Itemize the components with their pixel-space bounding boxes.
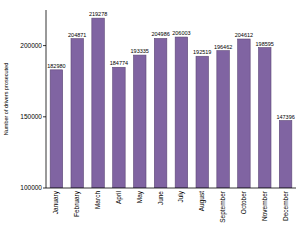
data-label: 147396 bbox=[276, 114, 294, 120]
x-tick-label: September bbox=[219, 190, 227, 223]
bar bbox=[217, 51, 230, 188]
x-tick-label: November bbox=[261, 190, 268, 221]
bar bbox=[134, 55, 147, 188]
x-tick-label: July bbox=[177, 190, 185, 202]
bar bbox=[259, 48, 272, 188]
x-tick-label: October bbox=[240, 190, 247, 214]
bars bbox=[50, 18, 292, 188]
data-label: 204871 bbox=[68, 32, 86, 38]
x-tick-label: May bbox=[136, 190, 144, 203]
y-tick-label: 150000 bbox=[20, 113, 42, 120]
data-label: 204612 bbox=[235, 32, 253, 38]
x-tick-label: March bbox=[94, 191, 101, 209]
bar bbox=[50, 70, 63, 188]
y-tick bbox=[43, 116, 46, 117]
bar bbox=[196, 56, 209, 188]
bar bbox=[71, 39, 84, 188]
x-tick-label: December bbox=[282, 190, 289, 221]
data-label: 193335 bbox=[131, 48, 149, 54]
x-axis bbox=[46, 188, 296, 189]
x-tick-label: January bbox=[52, 190, 60, 214]
bar bbox=[279, 121, 292, 188]
data-label: 184774 bbox=[110, 60, 128, 66]
data-label: 206003 bbox=[172, 30, 190, 36]
y-axis bbox=[46, 10, 47, 188]
x-tick-label: June bbox=[157, 191, 164, 205]
bar bbox=[113, 67, 126, 188]
data-label: 219278 bbox=[89, 11, 107, 17]
bar bbox=[92, 18, 105, 188]
data-label: 192519 bbox=[193, 49, 211, 55]
x-tick-label: February bbox=[73, 190, 81, 217]
y-tick bbox=[43, 188, 46, 189]
chart-svg: 182980 204871 219278 184774193335 2049862060… bbox=[0, 0, 300, 231]
x-tick-label: April bbox=[115, 190, 123, 204]
chart-container: 182980 204871 219278 184774193335 2049862060… bbox=[0, 0, 300, 231]
data-label: 182980 bbox=[47, 63, 65, 69]
y-tick-label: 100000 bbox=[20, 184, 42, 191]
data-label: 196462 bbox=[214, 44, 232, 50]
bar bbox=[175, 37, 188, 188]
y-tick-label: 200000 bbox=[20, 42, 42, 49]
data-label: 198595 bbox=[256, 41, 274, 47]
y-tick bbox=[43, 45, 46, 46]
bar bbox=[154, 38, 167, 188]
y-axis-title: Number of drivers prosecuted bbox=[3, 63, 9, 135]
bar bbox=[238, 39, 251, 188]
data-label: 204986 bbox=[151, 31, 169, 37]
x-tick-label: August bbox=[198, 191, 206, 211]
